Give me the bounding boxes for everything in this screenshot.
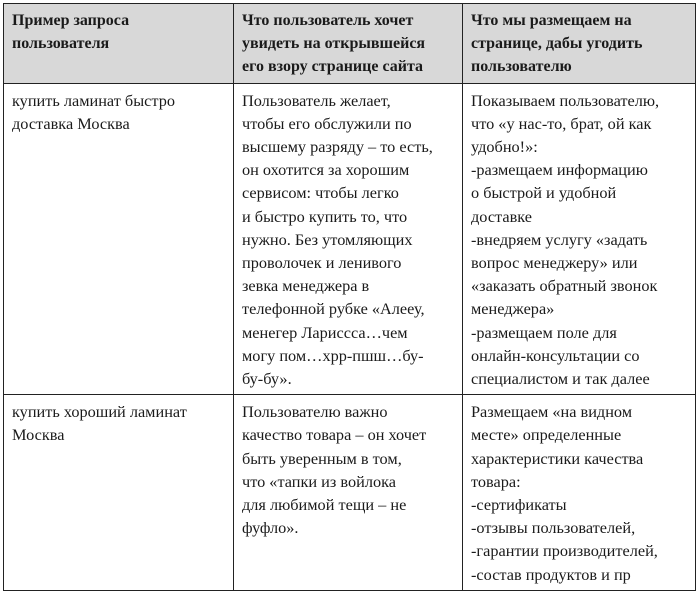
text-line: -размещаем поле для — [471, 322, 617, 342]
text-line: Пример запроса — [12, 12, 130, 29]
text-line: вопрос менеджеру» или — [471, 253, 638, 273]
we-place-cell: Показываем пользователю, что «у нас-то, б… — [462, 82, 696, 396]
text-line: специалистом и так далее — [471, 369, 650, 389]
text-line: телефонной рубке «Алееу, — [242, 299, 425, 319]
text-line: «заказать обратный звонок — [471, 276, 658, 296]
text-line: удобно!»: — [471, 137, 538, 157]
header-cell: Пример запроса пользователя — [3, 3, 234, 84]
text-line: пользователя — [12, 35, 110, 53]
text-line: Что мы размещаем на — [471, 12, 632, 29]
text-line: он охотится за хорошим — [242, 160, 410, 180]
header-cell: Что пользователь хочет увидеть на открывш… — [233, 3, 463, 84]
comparison-table: Пример запроса пользователя Что пользоват… — [3, 3, 696, 591]
text-line: -отзывы пользователей, — [471, 518, 636, 538]
text-line: фуфло». — [242, 518, 299, 538]
text-line: что «тапки из войлока — [242, 471, 396, 491]
text-line: зевка менеджера в — [242, 276, 370, 296]
text-line: -состав продуктов и пр — [471, 564, 631, 584]
text-line: пользователю — [471, 58, 572, 76]
user-wants-cell: Пользователь желает, чтобы его обслужили … — [233, 82, 463, 396]
text-line: менеджера» — [471, 299, 555, 319]
text-line: что «у нас-то, брат, ой как — [471, 113, 652, 133]
text-line: -гарантии производителей, — [471, 541, 658, 561]
text-line: Размещаем «на видном — [471, 402, 633, 422]
table-row: купить ламинат быстро доставка Москва Пол… — [3, 82, 696, 396]
text-line: -сертификаты — [471, 495, 567, 515]
text-line: Москва — [12, 425, 65, 445]
text-line: высшему разряду – то есть, — [242, 137, 433, 157]
text-line: сервисом: чтобы легко — [242, 183, 399, 203]
text-line: Показываем пользователю, — [471, 90, 660, 110]
text-line: увидеть на открывшейся — [242, 35, 426, 53]
text-line: менегер Ларисcса…чем — [242, 322, 408, 342]
text-line: его взору странице сайта — [242, 58, 424, 76]
text-line: -внедряем услугу «задать — [471, 229, 648, 249]
query-cell: купить ламинат быстро доставка Москва — [3, 82, 234, 396]
text-line: могу пом…хрр-пшш…бу- — [242, 345, 424, 365]
text-line: доставке — [471, 206, 533, 226]
text-line: бу-бу». — [242, 369, 292, 389]
text-line: Пользователю важно — [242, 402, 388, 422]
text-line: купить ламинат быстро — [12, 90, 175, 110]
user-wants-cell: Пользователю важно качество товара – он х… — [233, 394, 463, 591]
text-line: доставка Москва — [12, 113, 130, 133]
text-line: -размещаем информацию — [471, 160, 648, 180]
text-line: для любимой тещи – не — [242, 495, 407, 515]
text-line: странице, дабы угодить — [471, 35, 643, 53]
query-cell: купить хороший ламинат Москва — [3, 394, 234, 591]
text-line: качество товара – он хочет — [242, 425, 427, 445]
text-line: быть уверенным в том, — [242, 448, 402, 468]
text-line: проволочек и ленивого — [242, 253, 402, 273]
text-line: характеристики качества — [471, 448, 644, 468]
text-line: чтобы его обслужили по — [242, 113, 412, 133]
table-row: купить хороший ламинат Москва Пользовател… — [3, 394, 696, 591]
text-line: и быстро купить то, что — [242, 206, 408, 226]
we-place-cell: Размещаем «на видном месте» определенные х… — [462, 394, 696, 591]
text-line: Пользователь желает, — [242, 90, 391, 110]
text-line: месте» определенные — [471, 425, 622, 445]
text-line: Что пользователь хочет — [242, 12, 414, 29]
text-line: купить хороший ламинат — [12, 402, 187, 422]
header-cell: Что мы размещаем на странице, дабы угодит… — [462, 3, 696, 84]
text-line: товара: — [471, 471, 521, 491]
text-line: нужно. Без утомляющих — [242, 229, 413, 249]
header-row: Пример запроса пользователя Что пользоват… — [3, 3, 696, 84]
text-line: о быстрой и удобной — [471, 183, 617, 203]
text-line: онлайн-консультации со — [471, 345, 640, 365]
